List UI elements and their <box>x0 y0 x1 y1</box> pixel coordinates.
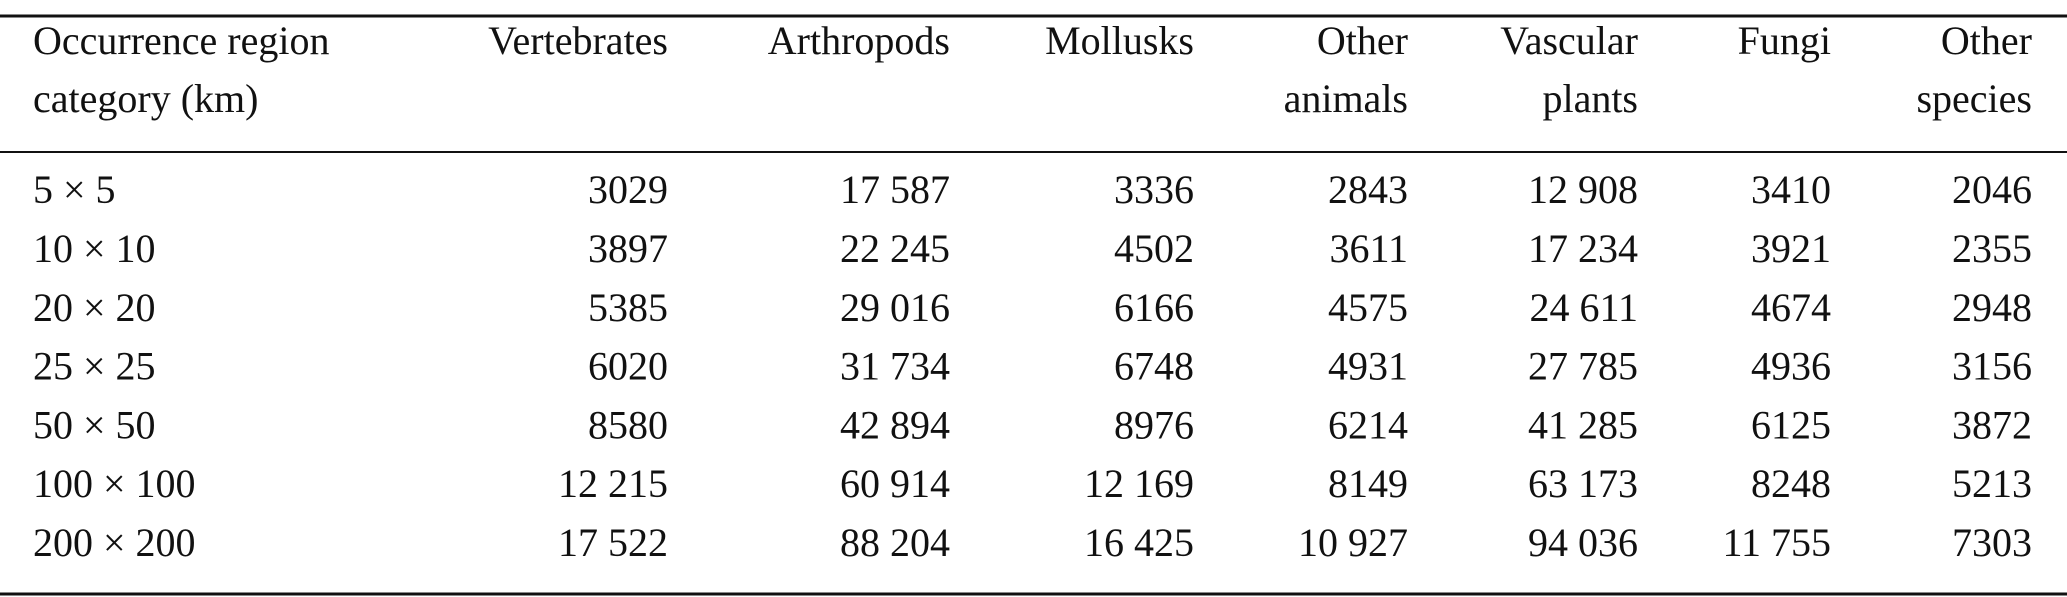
table-cell: 4931 <box>1328 344 1408 389</box>
table-cell: 41 285 <box>1528 402 1638 447</box>
table-cell: 8149 <box>1328 461 1408 506</box>
table-cell: 31 734 <box>840 344 950 389</box>
row-label: 100 × 100 <box>33 461 196 506</box>
header-cell: Other <box>1941 18 2032 63</box>
table-cell: 6125 <box>1751 402 1831 447</box>
header-cell: Mollusks <box>1045 18 1194 63</box>
table-cell: 4674 <box>1751 285 1831 330</box>
table-cell: 88 204 <box>840 520 950 565</box>
table-cell: 7303 <box>1952 520 2032 565</box>
table-cell: 42 894 <box>840 402 950 447</box>
row-label: 25 × 25 <box>33 344 156 389</box>
table-cell: 11 755 <box>1722 520 1831 565</box>
table-cell: 10 927 <box>1298 520 1408 565</box>
table-cell: 4936 <box>1751 344 1831 389</box>
table-cell: 3029 <box>588 167 668 212</box>
table-cell: 94 036 <box>1528 520 1638 565</box>
table-cell: 17 587 <box>840 167 950 212</box>
table-cell: 3336 <box>1114 167 1194 212</box>
table-cell: 17 522 <box>558 520 668 565</box>
table-cell: 8248 <box>1751 461 1831 506</box>
header-cell: Fungi <box>1738 18 1831 63</box>
row-label: 20 × 20 <box>33 285 156 330</box>
table-cell: 2948 <box>1952 285 2032 330</box>
table-cell: 16 425 <box>1084 520 1194 565</box>
table-cell: 24 611 <box>1529 285 1638 330</box>
header-cell: Occurrence region <box>33 18 329 63</box>
table-cell: 6020 <box>588 344 668 389</box>
header-cell: plants <box>1542 76 1638 121</box>
header-cell: Vertebrates <box>488 18 668 63</box>
table-cell: 3611 <box>1329 226 1408 271</box>
table-cell: 29 016 <box>840 285 950 330</box>
table-cell: 4502 <box>1114 226 1194 271</box>
header-cell: Arthropods <box>768 18 950 63</box>
table-cell: 6748 <box>1114 344 1194 389</box>
table-cell: 63 173 <box>1528 461 1638 506</box>
table-cell: 3410 <box>1751 167 1831 212</box>
header-cell: animals <box>1284 76 1408 121</box>
table-cell: 12 215 <box>558 461 668 506</box>
table-cell: 3897 <box>588 226 668 271</box>
table-cell: 2355 <box>1952 226 2032 271</box>
row-label: 50 × 50 <box>33 402 156 447</box>
table-cell: 8580 <box>588 402 668 447</box>
table-cell: 5213 <box>1952 461 2032 506</box>
table-cell: 6214 <box>1328 402 1408 447</box>
header-cell: Vascular <box>1500 18 1638 63</box>
header-cell: species <box>1916 76 2032 121</box>
table-cell: 4575 <box>1328 285 1408 330</box>
table-cell: 5385 <box>588 285 668 330</box>
table-cell: 2843 <box>1328 167 1408 212</box>
table-cell: 22 245 <box>840 226 950 271</box>
header-cell: Other <box>1317 18 1408 63</box>
row-label: 5 × 5 <box>33 167 116 212</box>
table-cell: 3872 <box>1952 402 2032 447</box>
row-label: 10 × 10 <box>33 226 156 271</box>
table-cell: 3921 <box>1751 226 1831 271</box>
table-cell: 12 169 <box>1084 461 1194 506</box>
table-cell: 12 908 <box>1528 167 1638 212</box>
table-cell: 2046 <box>1952 167 2032 212</box>
table-cell: 3156 <box>1952 344 2032 389</box>
header-cell: category (km) <box>33 76 258 121</box>
table-cell: 60 914 <box>840 461 950 506</box>
table-cell: 17 234 <box>1528 226 1638 271</box>
table-cell: 6166 <box>1114 285 1194 330</box>
row-label: 200 × 200 <box>33 520 196 565</box>
table-cell: 8976 <box>1114 402 1194 447</box>
table-cell: 27 785 <box>1528 344 1638 389</box>
